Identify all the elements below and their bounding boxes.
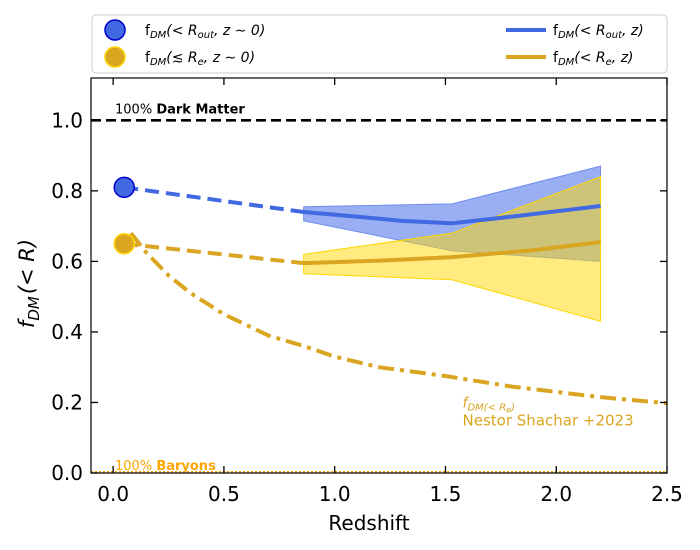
legend-re-line-tail: , z) [612,50,634,66]
legend-rout-line-rest: (< R [574,23,605,39]
rout-point [113,176,135,199]
annotation-fdm: fDM(< Re) [463,395,516,414]
legend-rout-point-sub2: out [198,30,215,41]
re-dashed [124,241,304,266]
x-tick-label: 1.0 [319,482,351,506]
annotation-subsub: e [506,405,511,414]
legend-rout-point-marker [104,19,126,41]
legend-re-line-sub2: e [606,57,612,68]
y-tick-label: 0.0 [51,461,83,485]
dark-matter-label: 100% Dark Matter [115,102,245,117]
legend-re-line-rest: (< R [574,50,605,66]
y-tick-label: 0.8 [51,179,83,203]
x-tick-label: 2.0 [540,482,572,506]
legend-re-line-sub: DM [558,57,575,68]
x-tick-label: 0.5 [208,482,240,506]
baryon-label-bold: Baryons [156,459,216,474]
legend-re-point-sub: DM [150,57,167,68]
legend-rout-point-sub: DM [150,30,167,41]
x-tick-label: 0.0 [97,482,129,506]
legend-rout-point-label: fDM(< Rout, z ∼ 0) [145,23,265,41]
rout-dashed [123,185,304,214]
x-axis-label: Redshift [328,511,409,535]
y-axis-label-tail: (< R) [15,239,39,294]
legend-rout-point-f: f [145,23,151,39]
y-tick-label: 0.6 [51,249,83,273]
legend-re-point-tail: , z ∼ 0) [204,50,255,66]
legend-re-line-f: f [553,50,559,66]
plot-area [91,119,667,473]
legend-rout-line-label: fDM(< Rout, z) [553,23,644,41]
dark-matter-label-bold: Dark Matter [156,102,245,117]
y-tick-label: 1.0 [51,108,83,132]
annotation-f: f [463,395,470,411]
baryon-label: 100% Baryons [115,459,216,474]
legend-re-point-f: f [145,50,151,66]
dark-matter-label-prefix: 100% [115,102,156,117]
axes-frame [90,77,668,474]
y-axis-label: fDM(< R) [15,239,43,328]
legend: fDM(< Rout, z ∼ 0) fDM(< Rout, z)fDM(≲ Re… [91,14,668,74]
legend-re-point-marker [104,46,126,68]
legend-rout-line-tail: , z) [622,23,644,39]
y-axis-label-f: f [15,317,39,328]
baryon-label-prefix: 100% [115,459,156,474]
y-tick-label: 0.2 [51,390,83,414]
y-axis-label-sub: DM [25,296,43,321]
legend-rout-line-sub: DM [558,30,575,41]
annotation-credit: Nestor Shachar +2023 [463,411,634,429]
legend-rout-line-f: f [553,23,559,39]
legend-re-line-label: fDM(< Re, z) [553,50,634,68]
legend-rout-line-sub2: out [606,30,623,41]
legend-re-point-sub2: e [198,57,204,68]
shachar-dashdot [129,231,667,406]
y-tick-label: 0.4 [51,320,83,344]
rout-solid [303,204,601,226]
legend-re-point-rest: (≲ R [166,50,197,66]
legend-rout-point-tail: , z ∼ 0) [214,23,265,39]
x-tick-label: 2.5 [651,482,683,506]
annotation-sub: DM(< R [467,402,506,413]
legend-re-point-label: fDM(≲ Re, z ∼ 0) [145,50,255,68]
re-point [113,233,135,255]
re-solid [303,240,601,266]
x-tick-label: 1.5 [430,482,462,506]
annotation-close: ) [510,402,515,413]
legend-rout-point-rest: (< R [166,23,197,39]
